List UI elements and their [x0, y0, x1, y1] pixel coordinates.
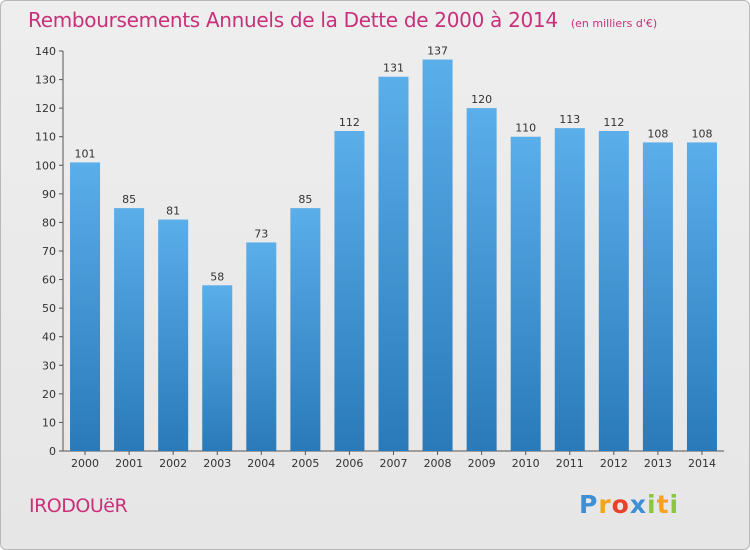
- bar-value-label: 108: [691, 127, 712, 140]
- bar: [114, 208, 145, 451]
- bar: [202, 285, 233, 451]
- y-tick-label: 40: [42, 331, 56, 344]
- x-tick-label: 2007: [380, 457, 408, 470]
- y-tick-label: 70: [42, 245, 56, 258]
- y-tick-label: 120: [35, 102, 56, 115]
- x-tick-label: 2014: [688, 457, 716, 470]
- bar-value-label: 120: [471, 93, 492, 106]
- bar-value-label: 131: [383, 62, 404, 75]
- bar-value-label: 137: [427, 45, 448, 58]
- bar-value-label: 110: [515, 122, 536, 135]
- bar: [510, 136, 541, 451]
- commune-name: IRODOUëR: [29, 495, 128, 517]
- logo-letter: x: [629, 490, 647, 519]
- bar-value-label: 58: [210, 270, 224, 283]
- x-tick-label: 2012: [600, 457, 628, 470]
- bar: [642, 142, 673, 451]
- x-tick-label: 2005: [291, 457, 319, 470]
- bar: [334, 131, 365, 451]
- x-tick-label: 2010: [512, 457, 540, 470]
- y-tick-label: 130: [35, 74, 56, 87]
- y-tick-label: 30: [42, 359, 56, 372]
- logo-letter: t: [656, 490, 670, 519]
- x-tick-label: 2001: [115, 457, 143, 470]
- bar: [290, 208, 321, 451]
- bar-value-label: 85: [298, 193, 312, 206]
- chart-axes: 0 10 20 30 40 50 60 70 80 90 100 110 120 130 140 2000 20…: [35, 45, 724, 470]
- logo-letter: o: [611, 490, 630, 519]
- bar: [466, 108, 497, 452]
- x-tick-label: 2003: [203, 457, 231, 470]
- logo-letter: P: [579, 490, 599, 519]
- logo-letter: r: [598, 490, 612, 519]
- bar: [554, 128, 585, 451]
- bar-value-label: 108: [647, 127, 668, 140]
- logo-letter: i: [647, 490, 657, 519]
- bar-value-label: 113: [559, 113, 580, 126]
- bar: [246, 242, 277, 451]
- chart-title: Remboursements Annuels de la Dette de 20…: [28, 8, 558, 32]
- x-tick-label: 2009: [468, 457, 496, 470]
- y-tick-label: 100: [35, 159, 56, 172]
- bar-value-label: 73: [254, 227, 268, 240]
- y-tick-label: 50: [42, 302, 56, 315]
- chart-data-labels: 101 85 81 58 73 85 112 131 137 120 110 113 112 108 108: [75, 45, 713, 284]
- bar: [70, 162, 101, 451]
- logo-letter: i: [669, 490, 680, 519]
- bar: [598, 131, 629, 451]
- x-tick-label: 2002: [159, 457, 187, 470]
- y-tick-label: 60: [42, 274, 56, 287]
- y-tick-label: 0: [49, 445, 56, 458]
- bar-value-label: 112: [603, 116, 624, 129]
- x-tick-label: 2008: [424, 457, 452, 470]
- y-tick-label: 140: [35, 45, 56, 58]
- proxiti-logo[interactable]: Proxiti: [579, 490, 679, 519]
- x-tick-label: 2011: [556, 457, 584, 470]
- y-tick-label: 90: [42, 188, 56, 201]
- bar: [158, 219, 189, 451]
- title-row: Remboursements Annuels de la Dette de 20…: [28, 8, 657, 32]
- y-tick-label: 80: [42, 216, 56, 229]
- x-tick-label: 2006: [335, 457, 363, 470]
- bar-value-label: 101: [75, 147, 96, 160]
- chart-bars: [70, 59, 717, 452]
- x-tick-label: 2004: [247, 457, 275, 470]
- bar-value-label: 112: [339, 116, 360, 129]
- x-tick-label: 2000: [71, 457, 99, 470]
- bar-value-label: 81: [166, 205, 180, 218]
- bar: [686, 142, 717, 451]
- chart-subtitle: (en milliers d'€): [570, 17, 658, 30]
- y-tick-label: 20: [42, 388, 56, 401]
- y-tick-label: 110: [35, 131, 56, 144]
- bar: [378, 76, 409, 451]
- bar: [422, 59, 453, 451]
- bar-value-label: 85: [122, 193, 136, 206]
- x-tick-label: 2013: [644, 457, 672, 470]
- y-tick-label: 10: [42, 416, 56, 429]
